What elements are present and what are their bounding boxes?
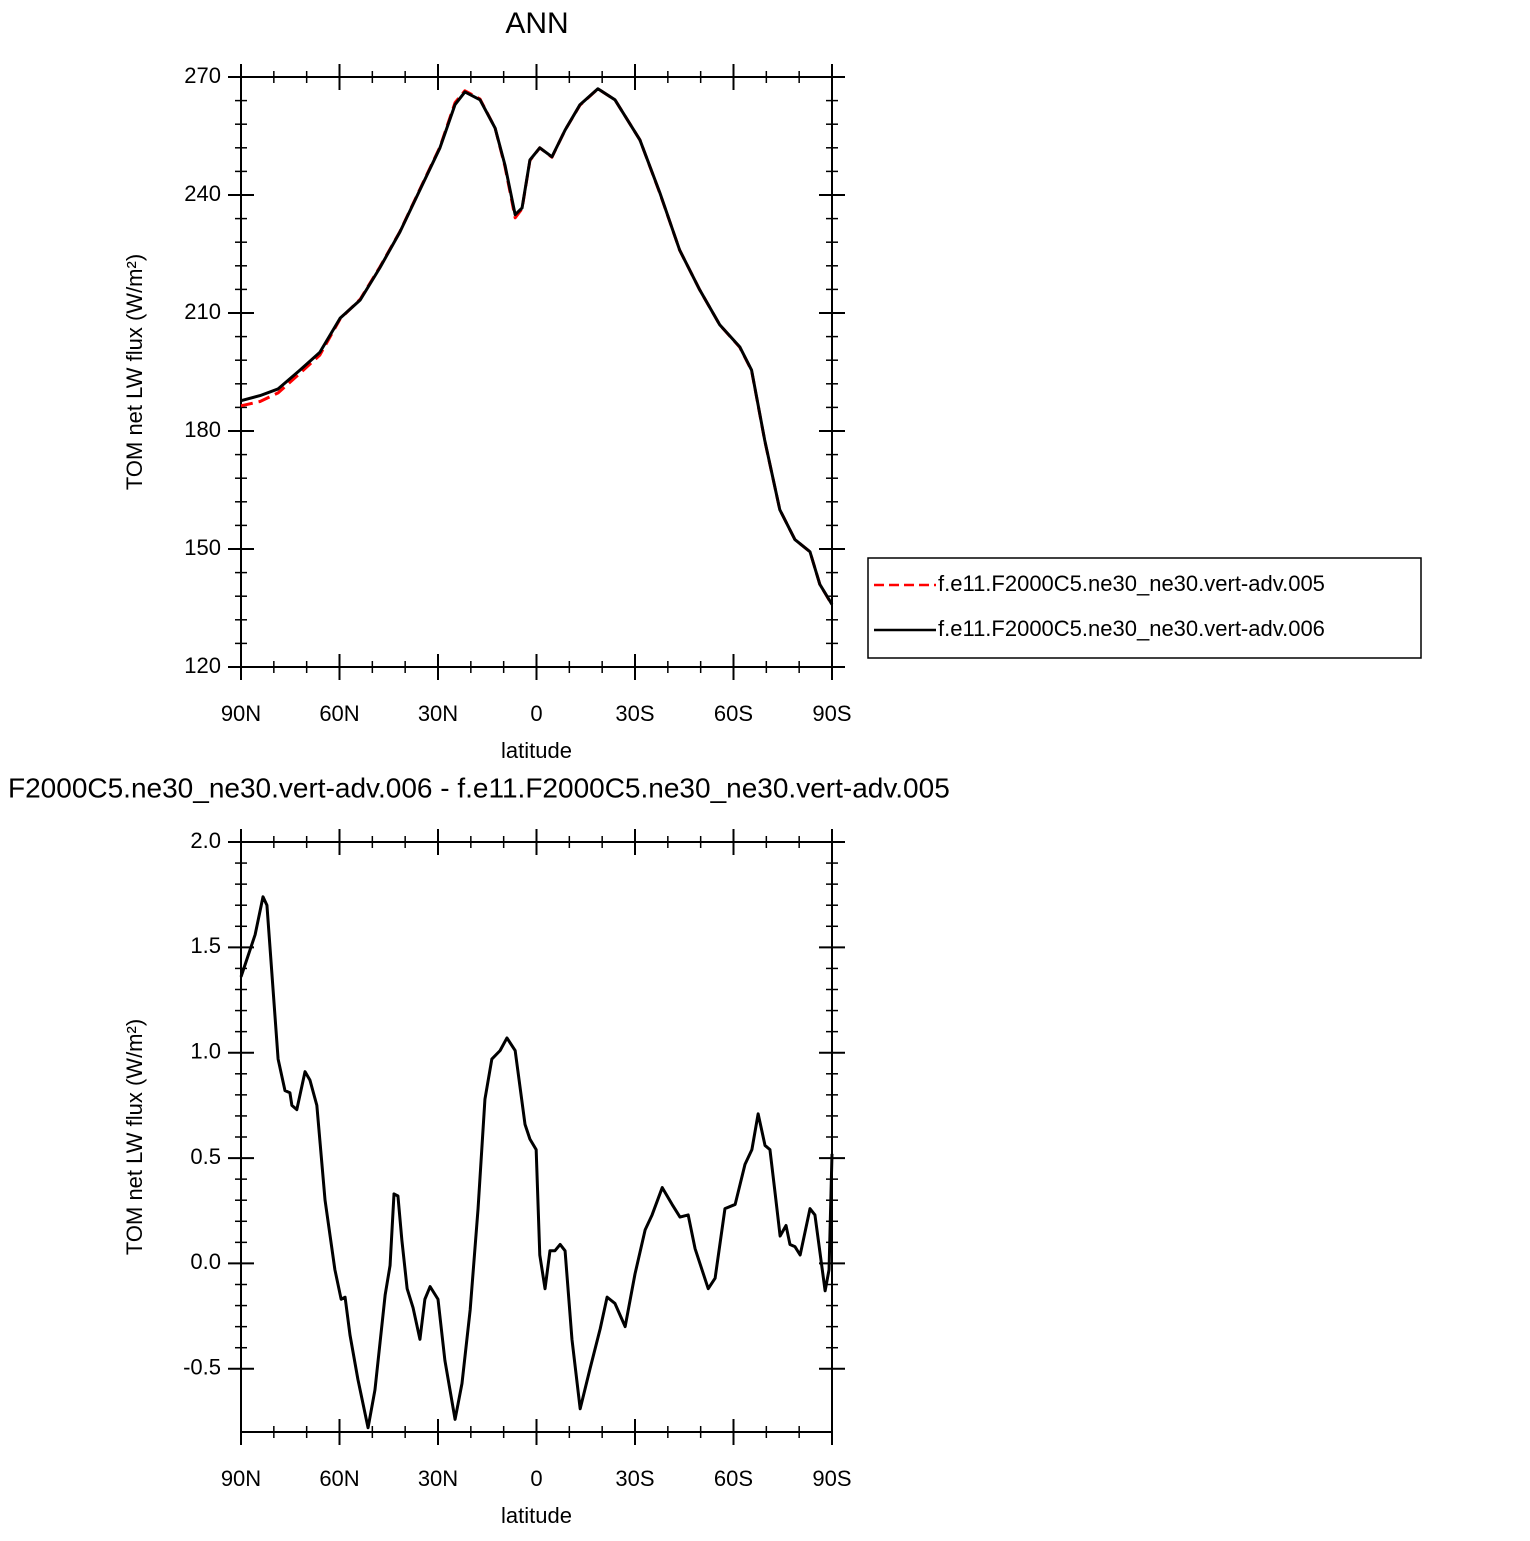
x-axis-label: latitude (501, 1503, 572, 1528)
legend-box (867, 557, 1422, 659)
x-tick-label: 60S (714, 701, 753, 726)
x-tick-label: 60N (319, 701, 359, 726)
x-tick-label: 0 (530, 1466, 542, 1491)
y-tick-label: 120 (184, 653, 221, 678)
x-tick-label: 60N (319, 1466, 359, 1491)
series-line (239, 895, 834, 1430)
plot-frame (240, 76, 833, 668)
y-axis-label: TOM net LW flux (W/m²) (122, 254, 147, 490)
y-tick-label: 1.5 (190, 933, 221, 958)
y-tick-label: 1.0 (190, 1039, 221, 1064)
x-tick-label: 90S (812, 1466, 851, 1491)
chart-title: F2000C5.ne30_ne30.vert-adv.006 - f.e11.F… (8, 772, 950, 803)
x-tick-label: 90N (221, 1466, 261, 1491)
y-tick-label: 240 (184, 181, 221, 206)
y-tick-label: 210 (184, 299, 221, 324)
y-tick-label: 0.0 (190, 1249, 221, 1274)
legend-label: f.e11.F2000C5.ne30_ne30.vert-adv.006 (938, 616, 1325, 641)
x-tick-label: 90N (221, 701, 261, 726)
y-tick-label: 0.5 (190, 1144, 221, 1169)
y-tick-label: -0.5 (183, 1355, 221, 1380)
x-tick-label: 90S (812, 701, 851, 726)
y-tick-label: 180 (184, 417, 221, 442)
y-axis-label: TOM net LW flux (W/m²) (122, 1019, 147, 1255)
series-line (240, 87, 834, 606)
x-axis-label: latitude (501, 738, 572, 763)
x-tick-label: 30S (615, 1466, 654, 1491)
y-tick-label: 270 (184, 63, 221, 88)
x-tick-label: 0 (530, 701, 542, 726)
chart-title: ANN (505, 7, 568, 40)
x-tick-label: 60S (714, 1466, 753, 1491)
y-tick-label: 150 (184, 535, 221, 560)
x-tick-label: 30N (418, 701, 458, 726)
series-line (240, 87, 834, 606)
legend-label: f.e11.F2000C5.ne30_ne30.vert-adv.005 (938, 571, 1325, 596)
x-tick-label: 30N (418, 1466, 458, 1491)
y-tick-label: 2.0 (190, 828, 221, 853)
x-tick-label: 30S (615, 701, 654, 726)
plot-frame (240, 841, 833, 1433)
